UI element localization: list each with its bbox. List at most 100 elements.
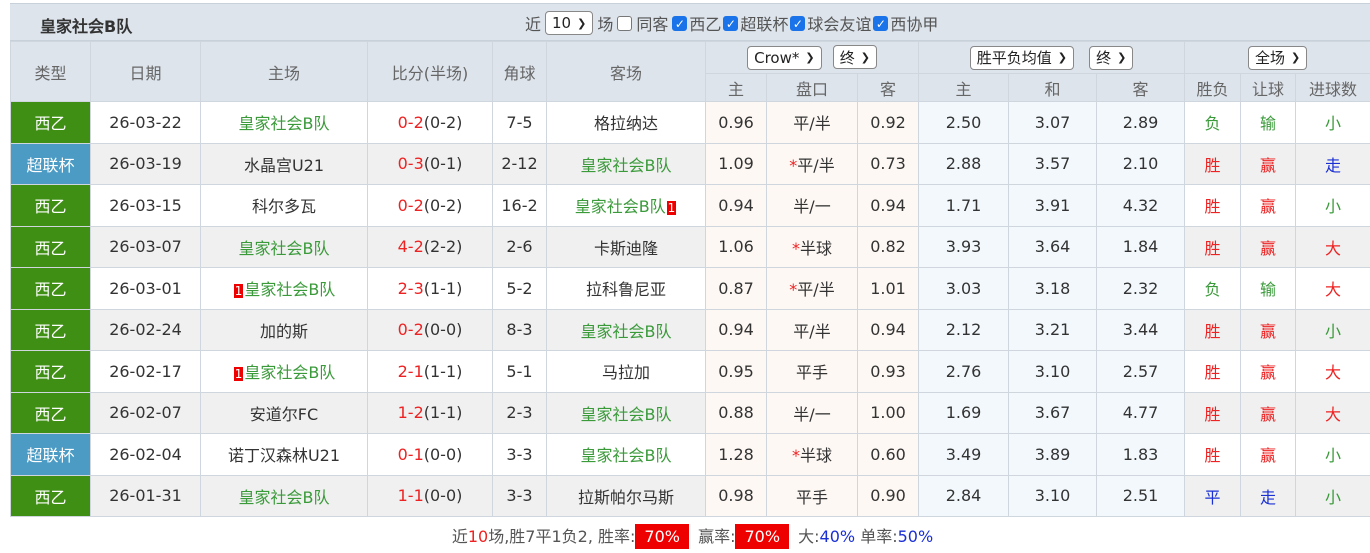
- full-score: 0-1: [397, 444, 424, 464]
- scope-select[interactable]: 全场 ❯: [1247, 45, 1308, 70]
- away-team-link[interactable]: 皇家社会B队: [580, 155, 672, 175]
- corner-score: 5-2: [492, 267, 547, 310]
- score-cell[interactable]: 1-2(1-1): [367, 391, 493, 434]
- match-date: 26-03-15: [90, 184, 201, 227]
- handicap-away-odds: 1.01: [856, 267, 920, 310]
- match-date: 26-02-07: [90, 391, 201, 434]
- ah-result: 赢: [1240, 391, 1297, 434]
- odds-away: 2.89: [1096, 101, 1186, 144]
- away-team-link[interactable]: 皇家社会B队: [580, 404, 672, 424]
- away-team-link[interactable]: 马拉加: [601, 363, 650, 383]
- handicap-line-value: 平手: [795, 363, 828, 383]
- ou-result: 小: [1295, 308, 1370, 351]
- league-checkbox[interactable]: ✓: [873, 15, 889, 31]
- result: 胜: [1184, 184, 1242, 227]
- away-team-link[interactable]: 格拉纳达: [593, 114, 658, 134]
- away-team-link[interactable]: 卡斯迪隆: [593, 238, 658, 258]
- home-cell: 1 皇家社会B队: [200, 350, 368, 393]
- col-result: 胜负: [1184, 73, 1242, 102]
- home-team-link[interactable]: 皇家社会B队: [238, 114, 330, 134]
- away-team-link[interactable]: 拉科鲁尼亚: [585, 280, 666, 300]
- score-cell[interactable]: 1-1(0-0): [367, 474, 493, 517]
- league-type[interactable]: 西乙: [10, 225, 91, 268]
- handicap-home-odds: 0.95: [705, 350, 767, 393]
- table-row: 西乙 26-03-22 皇家社会B队 0-2(0-2) 7-5 格拉纳达 0.9…: [10, 101, 1370, 144]
- home-team-link[interactable]: 安道尔FC: [249, 404, 319, 424]
- home-team-link[interactable]: 水晶宫U21: [243, 155, 325, 175]
- home-team-link[interactable]: 加的斯: [259, 321, 308, 341]
- avg-state-select[interactable]: 终 ❯: [1089, 45, 1134, 70]
- same-guest-label: 同客: [636, 15, 669, 34]
- team-title: 皇家社会B队: [40, 17, 133, 36]
- away-team-link[interactable]: 拉斯帕尔马斯: [577, 487, 674, 507]
- home-team-link[interactable]: 皇家社会B队: [238, 238, 330, 258]
- handicap-state-select[interactable]: 终 ❯: [832, 45, 877, 70]
- league-type[interactable]: 西乙: [10, 308, 91, 351]
- league-checkbox[interactable]: ✓: [672, 15, 688, 31]
- ah-rate-badge: 70%: [735, 524, 790, 549]
- table-row: 西乙 26-03-01 1 皇家社会B队 2-3(1-1) 5-2 拉科鲁尼亚 0…: [10, 267, 1370, 310]
- handicap-away-odds: 0.60: [856, 433, 920, 476]
- company-select[interactable]: Crow* ❯: [747, 45, 822, 70]
- home-team-link[interactable]: 皇家社会B队: [244, 363, 336, 383]
- match-date: 26-02-04: [90, 433, 201, 476]
- league-type[interactable]: 西乙: [10, 101, 91, 144]
- handicap-line: 平/半: [766, 101, 858, 144]
- avg-select[interactable]: 胜平负均值 ❯: [969, 45, 1074, 70]
- score-cell[interactable]: 0-2(0-2): [367, 101, 493, 144]
- corner-score: 2-3: [492, 391, 547, 434]
- table-row: 西乙 26-03-15 科尔多瓦 0-2(0-2) 16-2 皇家社会B队 1 0…: [10, 184, 1370, 227]
- odds-away: 2.10: [1096, 142, 1186, 185]
- score-cell[interactable]: 4-2(2-2): [367, 225, 493, 268]
- league-checkbox[interactable]: ✓: [723, 15, 739, 31]
- league-type[interactable]: 西乙: [10, 474, 91, 517]
- handicap-state-value: 终: [839, 48, 855, 67]
- score-cell[interactable]: 0-2(0-2): [367, 184, 493, 227]
- score-cell[interactable]: 2-1(1-1): [367, 350, 493, 393]
- summary-text: 赢率:: [698, 527, 736, 546]
- away-team-link[interactable]: 皇家社会B队: [580, 446, 672, 466]
- odds-away: 3.44: [1096, 308, 1186, 351]
- home-team-link[interactable]: 皇家社会B队: [238, 487, 330, 507]
- recent-count-select[interactable]: 10 ❯: [545, 11, 594, 35]
- away-team-link[interactable]: 皇家社会B队: [580, 321, 672, 341]
- home-team-link[interactable]: 科尔多瓦: [251, 197, 316, 217]
- league-type[interactable]: 西乙: [10, 391, 91, 434]
- league-checkbox[interactable]: ✓: [790, 15, 806, 31]
- score-cell[interactable]: 0-1(0-0): [367, 433, 493, 476]
- home-team-link[interactable]: 诺丁汉森林U21: [227, 446, 341, 466]
- recent-matches-panel: 皇家社会B队 近 10 ❯ 场 同客 ✓ 西乙 ✓ 超联杯 ✓ 球会友谊 ✓ 西协甲 类型 日期…: [10, 3, 1370, 517]
- star-icon: *: [791, 238, 800, 258]
- league-type[interactable]: 超联杯: [10, 433, 91, 476]
- league-type[interactable]: 超联杯: [10, 142, 91, 185]
- handicap-line-value: 平/半: [793, 114, 831, 134]
- handicap-line: *平/半: [766, 142, 858, 185]
- score-cell[interactable]: 0-2(0-0): [367, 308, 493, 351]
- score-cell[interactable]: 2-3(1-1): [367, 267, 493, 310]
- home-team-link[interactable]: 皇家社会B队: [244, 280, 336, 300]
- home-cell: 皇家社会B队: [200, 225, 368, 268]
- league-type[interactable]: 西乙: [10, 184, 91, 227]
- handicap-line: 平/半: [766, 308, 858, 351]
- handicap-line-value: 平/半: [797, 155, 835, 175]
- odds-draw: 3.89: [1008, 433, 1098, 476]
- red-card-badge: 1: [233, 367, 244, 382]
- handicap-home-odds: 0.94: [705, 184, 767, 227]
- avg-value: 胜平负均值: [976, 49, 1052, 67]
- handicap-line-value: 半球: [799, 238, 832, 258]
- same-guest-checkbox[interactable]: [617, 15, 633, 31]
- full-score: 4-2: [397, 237, 424, 257]
- ou-result: 小: [1295, 101, 1370, 144]
- league-type[interactable]: 西乙: [10, 267, 91, 310]
- score-cell[interactable]: 0-3(0-1): [367, 142, 493, 185]
- odds-home: 1.71: [918, 184, 1010, 227]
- away-cell: 拉科鲁尼亚: [546, 267, 706, 310]
- away-team-link[interactable]: 皇家社会B队: [574, 197, 666, 217]
- col-score: 比分(半场): [367, 41, 493, 102]
- odds-away: 2.57: [1096, 350, 1186, 393]
- col-ou: 进球数: [1295, 73, 1370, 102]
- table-row: 西乙 26-02-24 加的斯 0-2(0-0) 8-3 皇家社会B队 0.94…: [10, 308, 1370, 351]
- odds-home: 3.93: [918, 225, 1010, 268]
- league-type[interactable]: 西乙: [10, 350, 91, 393]
- handicap-away-odds: 0.73: [856, 142, 920, 185]
